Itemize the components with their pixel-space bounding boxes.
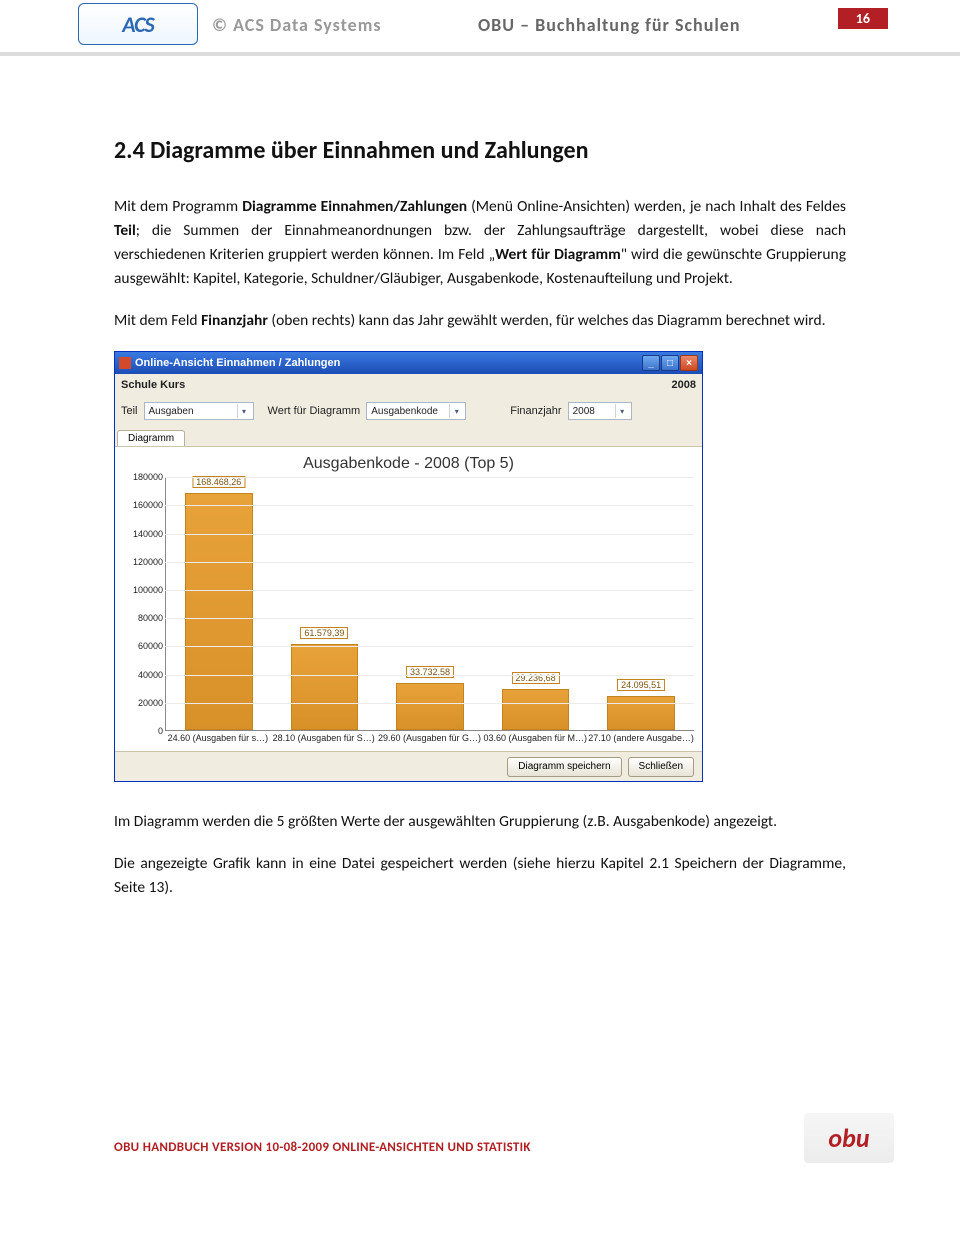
bar-value-label: 61.579,39 [300,627,348,639]
gridline [165,534,694,535]
bar-value-label: 168.468,26 [192,476,245,488]
app-window: Online-Ansicht Einnahmen / Zahlungen _ □… [114,351,703,782]
bar-slot: 168.468,26 [166,477,272,730]
x-tick-label: 24.60 (Ausgaben für s…) [165,731,271,749]
teil-label: Teil [121,405,138,417]
footer-text: OBU HANDBUCH VERSION 10-08-2009 ONLINE-A… [114,1140,846,1155]
bar-slot: 33.732,58 [377,477,483,730]
y-tick-label: 100000 [133,585,163,595]
jahr-label: Finanzjahr [510,405,561,417]
titlebar-text: Online-Ansicht Einnahmen / Zahlungen [135,357,642,369]
x-tick-label: 28.10 (Ausgaben für S…) [271,731,377,749]
gridline [165,505,694,506]
bar-value-label: 33.732,58 [406,666,454,678]
bar-slot: 61.579,39 [272,477,378,730]
chevron-down-icon: ▾ [449,404,463,418]
chart-title: Ausgabenkode - 2008 (Top 5) [119,449,698,477]
wert-combo[interactable]: Ausgabenkode ▾ [366,402,466,420]
x-tick-label: 03.60 (Ausgaben für M…) [482,731,588,749]
jahr-combo[interactable]: 2008 ▾ [568,402,632,420]
schule-label: Schule Kurs [121,379,672,391]
acs-logo-text: ACS [122,11,154,38]
gridline [165,703,694,704]
schule-row: Schule Kurs 2008 [115,374,702,396]
app-icon [119,357,131,369]
bar-slot: 24.095,51 [588,477,694,730]
gridline [165,646,694,647]
minimize-button[interactable]: _ [642,355,660,371]
gridline [165,562,694,563]
titlebar: Online-Ansicht Einnahmen / Zahlungen _ □… [115,352,702,374]
chart-bar: 24.095,51 [607,696,675,730]
window-buttons: _ □ × [642,355,698,371]
tab-bar: Diagramm [115,426,702,446]
y-tick-label: 0 [158,726,163,736]
y-tick-label: 40000 [138,670,163,680]
teil-combo[interactable]: Ausgaben ▾ [144,402,254,420]
y-axis: 0200004000060000800001000001200001400001… [119,477,165,731]
maximize-button[interactable]: □ [661,355,679,371]
chart-bar: 61.579,39 [291,644,359,731]
chart-bar: 29.236,68 [502,689,570,730]
acs-logo: ACS [78,3,198,45]
tab-diagramm[interactable]: Diagramm [117,430,185,446]
paragraph-2: Mit dem Feld Finanzjahr (oben rechts) ka… [114,309,846,333]
paragraph-3: Im Diagramm werden die 5 größten Werte d… [114,810,846,834]
x-tick-label: 27.10 (andere Ausgabe…) [588,731,694,749]
bar-slot: 29.236,68 [483,477,589,730]
page-number-badge: 16 [838,8,888,29]
page-footer: OBU HANDBUCH VERSION 10-08-2009 ONLINE-A… [0,1140,960,1173]
close-dialog-button[interactable]: Schließen [628,757,694,777]
jahr-value: 2008 [573,406,595,417]
save-chart-button[interactable]: Diagramm speichern [507,757,621,777]
page-content: 2.4 Diagramme über Einnahmen und Zahlung… [0,56,960,900]
y-tick-label: 120000 [133,557,163,567]
y-tick-label: 180000 [133,472,163,482]
x-tick-label: 29.60 (Ausgaben für G…) [377,731,483,749]
bars-container: 168.468,26 61.579,39 33.732,58 29.236,68 24.… [166,477,694,730]
obu-logo-text: obu [828,1122,869,1154]
chart-area: Ausgabenkode - 2008 (Top 5) 0 20000 40000 6… [115,446,702,751]
wert-label: Wert für Diagramm [268,405,361,417]
filter-row: Teil Ausgaben ▾ Wert für Diagramm Ausgab… [115,396,702,426]
y-tick-label: 160000 [133,500,163,510]
y-tick-label: 140000 [133,529,163,539]
gridline [165,618,694,619]
plot-inner: 168.468,26 61.579,39 33.732,58 29.236,68 24.… [165,477,694,731]
close-button[interactable]: × [680,355,698,371]
gridline [165,590,694,591]
chevron-down-icon: ▾ [237,404,251,418]
paragraph-4: Die angezeigte Grafik kann in eine Datei… [114,852,846,900]
section-heading: 2.4 Diagramme über Einnahmen und Zahlung… [114,136,846,165]
chart-plot: 0200004000060000800001000001200001400001… [119,477,698,749]
paragraph-1: Mit dem Programm Diagramme Einnahmen/Zah… [114,195,846,291]
y-tick-label: 20000 [138,698,163,708]
y-tick-label: 60000 [138,641,163,651]
header-copyright: © ACS Data Systems [212,14,382,36]
teil-value: Ausgaben [149,406,194,417]
x-axis-labels: 24.60 (Ausgaben für s…)28.10 (Ausgaben f… [165,731,694,749]
schule-year: 2008 [672,379,696,391]
gridline [165,675,694,676]
page-header: ACS © ACS Data Systems OBU – Buchhaltung… [0,0,960,56]
chevron-down-icon: ▾ [615,404,629,418]
y-tick-label: 80000 [138,613,163,623]
chart-bar: 33.732,58 [396,683,464,730]
gridline [165,477,694,478]
button-row: Diagramm speichern Schließen [115,751,702,781]
chart-bar: 168.468,26 [185,493,253,730]
wert-value: Ausgabenkode [371,406,438,417]
bar-value-label: 24.095,51 [617,679,665,691]
obu-logo: obu [804,1113,894,1163]
header-title: OBU – Buchhaltung für Schulen [478,14,741,36]
